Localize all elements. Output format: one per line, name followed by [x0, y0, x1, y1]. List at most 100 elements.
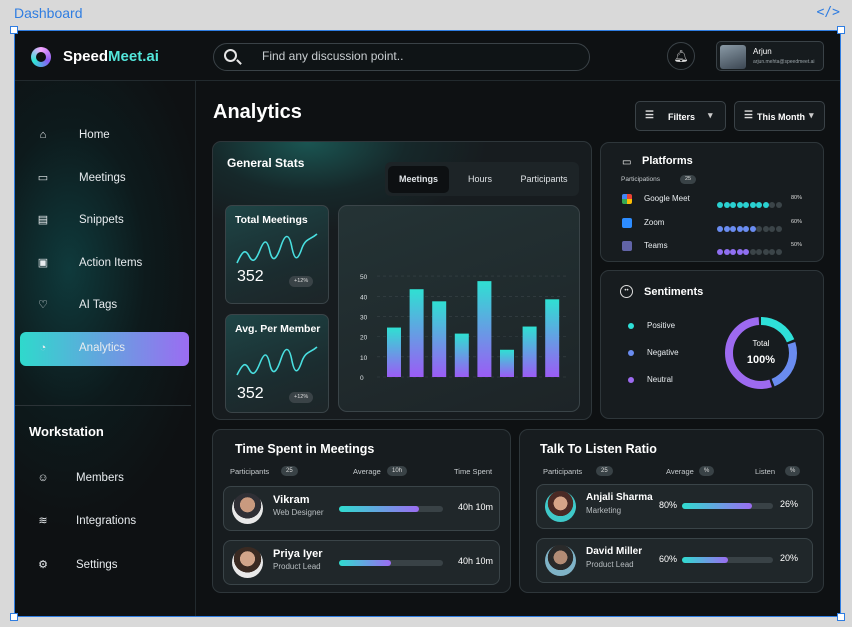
chart-bar[interactable] — [500, 349, 514, 377]
list-item[interactable]: Priya Iyer Product Lead 40h 10m — [223, 540, 500, 585]
search-bar[interactable] — [213, 43, 590, 71]
sidebar-item-integrations[interactable]: ≋ Integrations — [20, 505, 189, 539]
sidebar-item-members[interactable]: ☺ Members — [20, 462, 189, 496]
sidebar-item-action-items[interactable]: ▣ Action Items — [20, 247, 189, 281]
tab-hours[interactable]: Hours — [467, 174, 492, 184]
sidebar-item-label: Meetings — [79, 172, 126, 184]
level-dot — [762, 225, 769, 232]
level-dot — [743, 225, 749, 232]
list-item[interactable]: David Miller Product Lead 60% 20% — [536, 538, 813, 583]
sidebar-item-home[interactable]: ⌂ Home — [20, 119, 189, 153]
teams-icon — [622, 241, 632, 251]
google-meet-icon — [622, 194, 632, 204]
person-name: David Miller — [586, 546, 643, 557]
progress-fill — [682, 557, 728, 563]
sidebar-item-label: Members — [76, 472, 124, 484]
period-dropdown[interactable]: ☰ This Month ▾ — [734, 101, 825, 131]
chart-bar[interactable] — [432, 301, 447, 377]
page-title: Analytics — [213, 101, 302, 123]
platform-percent: 50% — [791, 242, 803, 248]
platforms-card: ▭ Platforms Participations 25 Google Mee… — [600, 142, 824, 262]
donut-segment — [725, 317, 797, 389]
brand-name-part1: Speed — [63, 48, 109, 65]
person-role: Web Designer — [273, 508, 324, 517]
period-label: This Month — [757, 112, 805, 122]
chart-bar[interactable] — [477, 281, 492, 377]
level-dot — [717, 202, 723, 208]
general-stats-title: General Stats — [227, 156, 305, 170]
filters-button[interactable]: ☰ Filters ▾ — [635, 101, 726, 131]
person-name: Vikram — [273, 494, 310, 506]
sentiments-title: Sentiments — [644, 286, 704, 298]
document-icon: ▤ — [37, 214, 49, 226]
time-value: 40h 10m — [458, 556, 494, 566]
zoom-icon — [622, 217, 632, 228]
person-name: Anjali Sharma — [586, 492, 653, 503]
level-dot — [756, 249, 762, 255]
level-dot — [736, 225, 743, 232]
canvas-frame-label[interactable]: Dashboard — [14, 5, 83, 21]
tab-participants[interactable]: Participants — [520, 174, 568, 184]
resize-handle[interactable] — [837, 26, 845, 34]
level-dot — [749, 225, 756, 232]
avatar — [232, 547, 263, 578]
resize-handle[interactable] — [10, 613, 18, 621]
total-meetings-card: Total Meetings 352 +12% — [225, 205, 329, 304]
chart-bar[interactable] — [409, 289, 424, 377]
platform-level-dots — [717, 219, 782, 237]
platform-name: Google Meet — [644, 194, 690, 203]
search-input[interactable] — [262, 49, 562, 63]
sidebar-item-label: Analytics — [79, 342, 126, 354]
general-stats-card: General Stats Meetings Hours Participant… — [212, 141, 592, 420]
total-meetings-badge: +12% — [289, 276, 314, 287]
filters-label: Filters — [668, 112, 696, 122]
progress-bar — [682, 503, 773, 509]
listen-value: 26% — [780, 499, 799, 509]
total-meetings-value: 352 — [237, 268, 264, 285]
brand-logo-icon — [31, 47, 51, 67]
video-icon: ▭ — [37, 172, 49, 184]
user-name: Arjun — [753, 47, 772, 56]
chevron-down-icon: ▾ — [708, 110, 713, 120]
average-value: % — [699, 466, 715, 476]
sidebar-item-snippets[interactable]: ▤ Snippets — [20, 204, 189, 238]
sentiment-label: Neutral — [647, 375, 673, 384]
settings-icon: ⚙ — [38, 559, 48, 571]
sentiment-label: Positive — [647, 321, 676, 330]
tab-meetings[interactable]: Meetings — [388, 166, 449, 193]
level-dot — [762, 249, 769, 255]
list-item[interactable]: Anjali Sharma Marketing 80% 26% — [536, 484, 813, 529]
user-profile-button[interactable]: Arjun arjun.mehta@speedmeet.ai — [716, 41, 824, 71]
time-spent-title: Time Spent in Meetings — [235, 442, 375, 456]
resize-handle[interactable] — [10, 26, 18, 34]
avatar — [545, 491, 576, 522]
level-dot — [775, 249, 782, 255]
pie-chart-icon: ◔ — [39, 342, 47, 354]
chevron-down-icon: ▾ — [809, 110, 814, 120]
chart-bar[interactable] — [387, 327, 401, 377]
notification-bell-icon[interactable]: 🔔︎ — [667, 42, 695, 70]
talk-value: 60% — [659, 554, 678, 564]
listen-value: 20% — [780, 553, 799, 563]
chart-bar[interactable] — [454, 333, 469, 377]
platform-name: Teams — [644, 241, 668, 250]
platform-level-dots — [717, 195, 782, 213]
level-dot — [723, 249, 730, 255]
neutral-dot — [628, 377, 634, 383]
code-icon[interactable]: </> — [816, 5, 840, 20]
sidebar-item-label: Home — [79, 129, 110, 141]
sidebar-item-analytics[interactable]: ◔ Analytics — [20, 332, 189, 366]
level-dot — [775, 225, 782, 232]
chart-bar[interactable] — [522, 326, 537, 377]
time-value: 40h 10m — [458, 502, 494, 512]
platform-percent: 80% — [791, 195, 803, 201]
resize-handle[interactable] — [837, 613, 845, 621]
list-item[interactable]: Vikram Web Designer 40h 10m — [223, 486, 500, 531]
platform-name: Zoom — [644, 217, 665, 227]
sidebar-item-meetings[interactable]: ▭ Meetings — [20, 162, 189, 196]
chart-bar[interactable] — [545, 299, 560, 377]
sidebar-item-settings[interactable]: ⚙ Settings — [20, 549, 189, 583]
average-value: 10h — [387, 466, 408, 476]
sidebar-item-ai-tags[interactable]: ♡ AI Tags — [20, 289, 189, 323]
brand-name: SpeedMeet.ai — [63, 48, 159, 65]
